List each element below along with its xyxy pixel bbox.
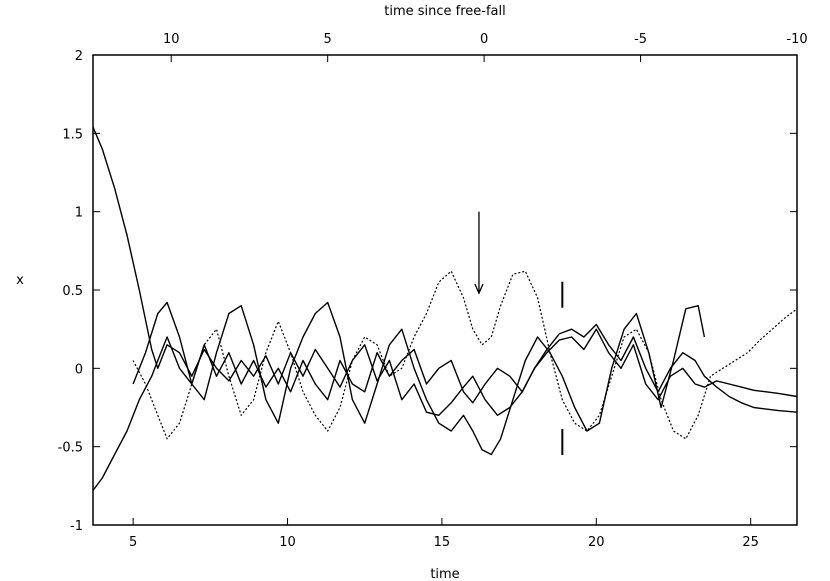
series-line-4 [132, 270, 798, 440]
x2-tick-label: 5 [324, 32, 332, 47]
x-axis-title: time [430, 567, 459, 581]
annotation-layer [474, 211, 564, 455]
ticks-layer: 5 10 15 20 25 10 5 0 -5 -10 -1 -0.5 0 0.5 1 1.5 2 [58, 32, 808, 550]
y-tick-label: 0 [75, 362, 83, 377]
x-tick-label: 25 [742, 535, 759, 550]
y-tick-label: -0.5 [58, 441, 83, 456]
y-tick-label: -1 [70, 519, 83, 534]
arrow-head [474, 283, 484, 295]
y-tick-label: 2 [75, 49, 83, 64]
plot-frame [92, 54, 798, 526]
data-layer [92, 126, 798, 491]
x2-tick-label: 10 [163, 32, 180, 47]
y-tick-label: 0.5 [62, 284, 83, 299]
y-axis-title: x [16, 273, 24, 288]
x2-tick-label: -10 [786, 32, 807, 47]
x2-tick-label: -5 [634, 32, 647, 47]
y-tick-label: 1 [75, 206, 83, 221]
series-line-1 [92, 126, 798, 416]
x2-tick-label: 0 [480, 32, 488, 47]
y-tick-label: 1.5 [62, 127, 83, 142]
x-tick-label: 10 [279, 535, 296, 550]
x2-axis-title: time since free-fall [384, 4, 506, 19]
series-line-3 [132, 301, 706, 456]
x-tick-label: 20 [588, 535, 605, 550]
x-tick-label: 15 [434, 535, 451, 550]
x-tick-label: 5 [129, 535, 137, 550]
